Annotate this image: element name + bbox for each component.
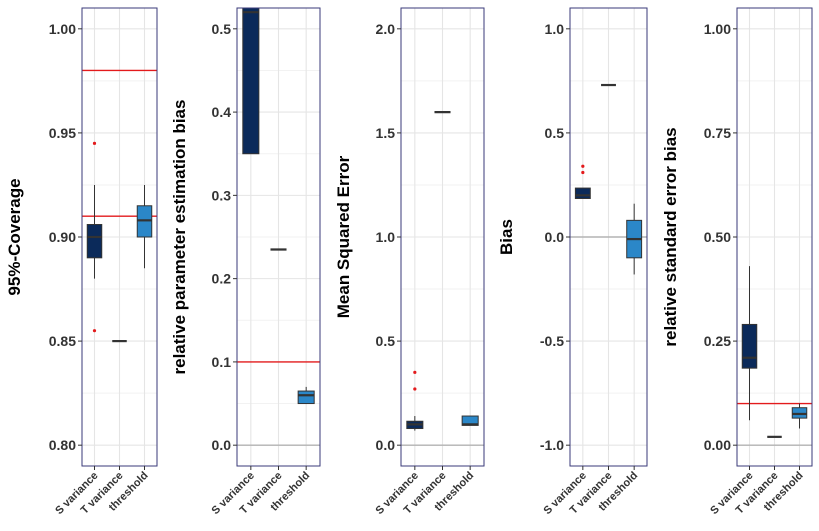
ytick-label: 1.00 xyxy=(704,21,731,37)
outlier-point xyxy=(581,170,585,175)
ytick-label: 1.5 xyxy=(376,125,396,141)
box-s-variance xyxy=(406,370,424,431)
ytick-label: 0.90 xyxy=(49,229,76,245)
ytick-label: 0.00 xyxy=(704,437,731,453)
ytick-label: 2.0 xyxy=(376,21,396,37)
box-body xyxy=(741,323,758,369)
box-s-variance xyxy=(86,141,103,333)
ytick-label: 0.80 xyxy=(49,437,76,453)
box-threshold xyxy=(791,403,808,429)
ytick-label: 1.0 xyxy=(376,229,396,245)
ytick-label: 1.0 xyxy=(545,21,565,37)
ytick-label: 1.00 xyxy=(49,21,76,37)
box-threshold xyxy=(461,415,479,426)
ytick-label: 0.5 xyxy=(376,333,396,349)
box-s-variance xyxy=(741,266,758,421)
box-threshold xyxy=(626,203,643,275)
y-axis-title: Mean Squared Error xyxy=(334,155,353,318)
box-body xyxy=(574,187,591,199)
y-axis-title: relative standard error bias xyxy=(661,127,680,346)
ytick-label: 0.3 xyxy=(212,187,232,203)
ytick-label: 0.5 xyxy=(212,21,232,37)
ytick-label: 0.4 xyxy=(212,104,232,120)
y-axis-title: 95%-Coverage xyxy=(5,178,24,295)
box-threshold xyxy=(136,184,153,269)
ytick-label: 0.0 xyxy=(212,437,232,453)
ytick-label: 0.5 xyxy=(545,125,565,141)
outlier-point xyxy=(92,329,97,333)
ytick-label: 0.85 xyxy=(49,333,76,349)
box-s-variance xyxy=(574,164,591,199)
box-threshold xyxy=(297,386,315,405)
ytick-label: 0.95 xyxy=(49,125,76,141)
ytick-label: 0.50 xyxy=(704,229,731,245)
ytick-label: 0.0 xyxy=(376,437,396,453)
ytick-label: 0.1 xyxy=(212,354,232,370)
box-body xyxy=(297,390,315,405)
y-axis-title: relative parameter estimation bias xyxy=(170,100,189,375)
y-axis-title: Bias xyxy=(497,219,516,255)
ytick-label: 0.25 xyxy=(704,333,731,349)
ytick-label: 0.2 xyxy=(212,271,232,287)
outlier-point xyxy=(413,370,417,374)
ytick-label: 0.0 xyxy=(545,229,565,245)
ytick-label: 0.75 xyxy=(704,125,731,141)
outlier-point xyxy=(413,387,417,391)
box-s-variance xyxy=(242,7,260,155)
outlier-point xyxy=(92,141,97,145)
outlier-point xyxy=(581,164,585,168)
box-body xyxy=(86,224,103,259)
box-body xyxy=(242,7,260,155)
ytick-label: -1.0 xyxy=(540,437,564,453)
ytick-label: -0.5 xyxy=(540,333,564,349)
